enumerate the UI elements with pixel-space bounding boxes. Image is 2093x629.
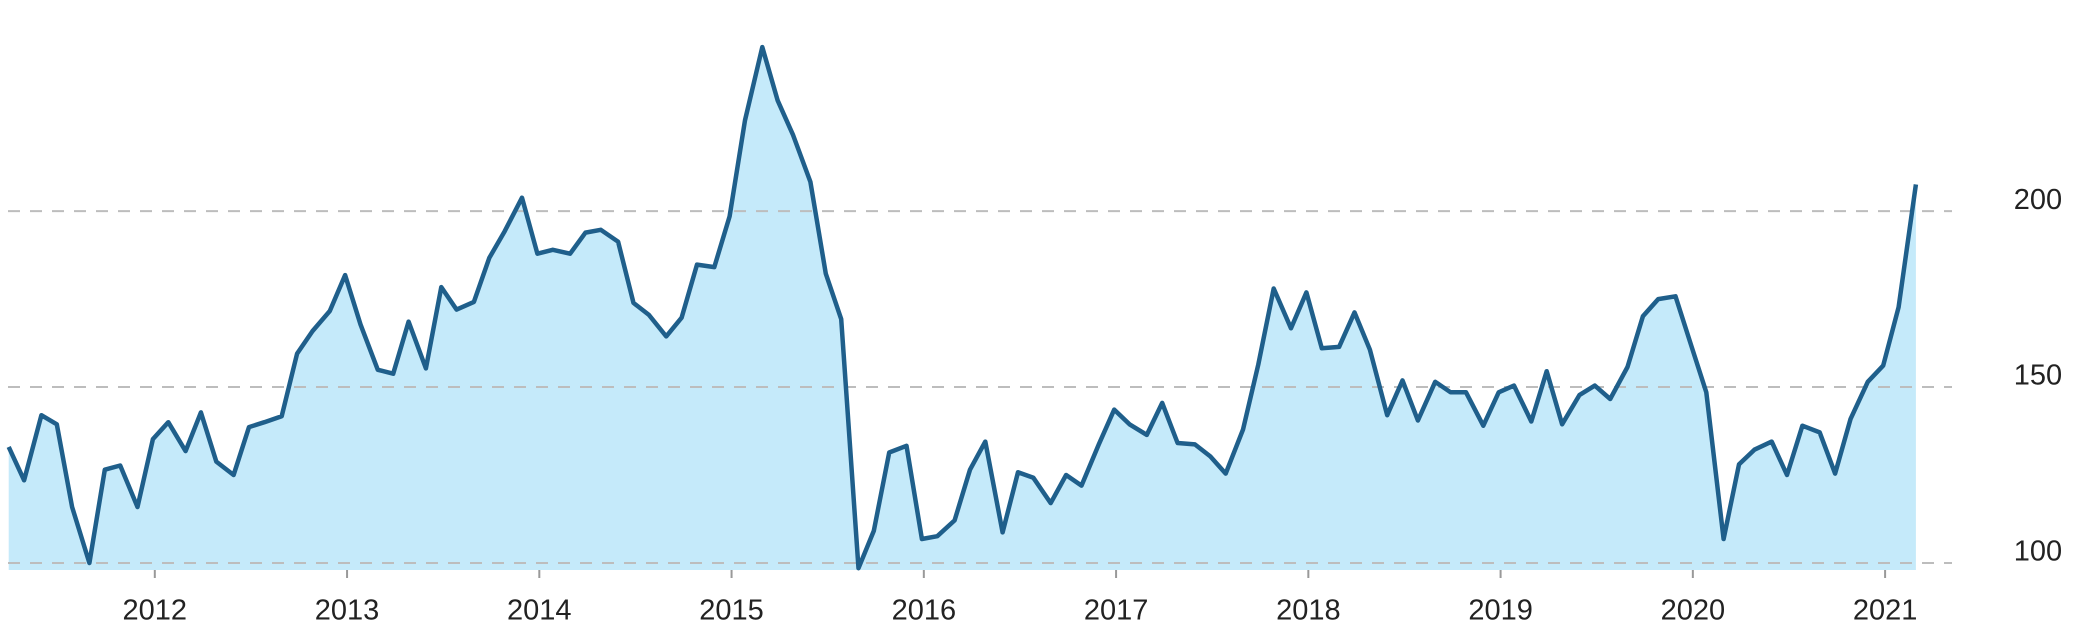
x-tick-label: 2018 [1276, 595, 1341, 627]
x-tick-label: 2019 [1468, 595, 1533, 627]
x-tick-label: 2012 [123, 595, 188, 627]
x-tick-label: 2014 [507, 595, 572, 627]
area [8, 47, 1916, 571]
y-tick-label: 200 [2014, 184, 2062, 216]
x-tick-label: 2020 [1661, 595, 1726, 627]
x-tick-label: 2016 [892, 595, 957, 627]
x-tick-label: 2013 [315, 595, 380, 627]
x-tick-label: 2015 [699, 595, 764, 627]
y-tick-label: 150 [2014, 360, 2062, 392]
x-tick-label: 2021 [1853, 595, 1918, 627]
y-tick-label: 100 [2014, 536, 2062, 568]
line [6, 44, 1919, 571]
x-tick-label: 2017 [1084, 595, 1149, 627]
